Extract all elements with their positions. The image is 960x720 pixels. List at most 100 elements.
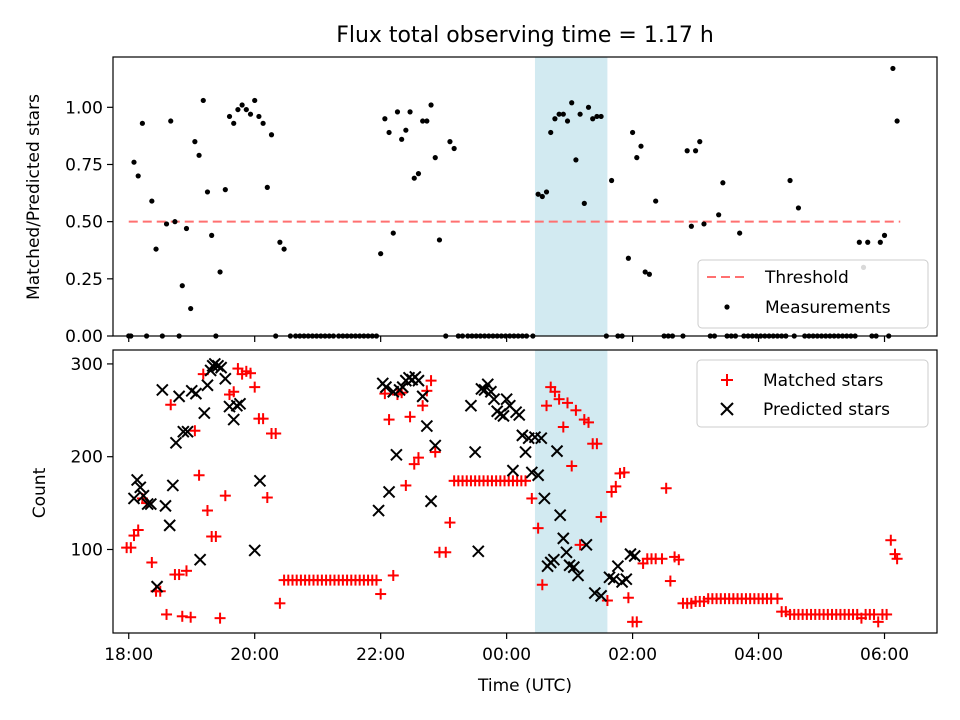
top-y-tick-label: 1.00	[65, 98, 103, 118]
predicted-star-point	[189, 387, 203, 400]
measurement-point	[653, 198, 659, 204]
matched-star-point	[219, 490, 231, 502]
measurement-point	[560, 111, 566, 117]
predicted-star-point	[233, 397, 247, 411]
legend-predicted-label: Predicted stars	[763, 400, 890, 420]
predicted-star-point	[607, 572, 620, 586]
measurement-point	[149, 198, 155, 204]
predicted-star-point	[464, 399, 478, 412]
predicted-star-point	[497, 409, 510, 423]
measurement-point	[716, 212, 722, 218]
matched-star-point	[370, 574, 382, 586]
measurement-point	[411, 175, 417, 181]
measurement-point	[407, 109, 413, 115]
measurement-point	[692, 148, 699, 154]
measurement-point	[268, 132, 275, 138]
matched-star-point	[591, 438, 603, 450]
measurement-point	[720, 180, 726, 186]
matched-star-point	[664, 575, 676, 587]
predicted-star-point	[159, 499, 172, 513]
predicted-star-point	[547, 553, 561, 566]
predicted-star-point	[538, 492, 551, 505]
matched-star-point	[189, 425, 201, 437]
x-tick-label: 18:00	[104, 645, 153, 665]
x-tick-label: 20:00	[230, 645, 279, 665]
predicted-star-point	[500, 392, 513, 406]
measurement-point	[192, 139, 198, 145]
predicted-star-point	[580, 538, 593, 552]
matched-star-point	[383, 414, 395, 426]
measurement-point	[168, 118, 174, 124]
predicted-star-point	[420, 419, 434, 433]
measurement-point	[424, 118, 430, 124]
measurement-point	[183, 225, 190, 232]
top-shaded-region	[534, 57, 608, 336]
measurement-point	[222, 187, 228, 193]
matched-star-point	[274, 597, 286, 609]
matched-star-point	[201, 505, 213, 517]
matched-star-point	[375, 588, 387, 600]
measurement-point	[590, 116, 596, 122]
predicted-star-point	[150, 580, 164, 593]
matched-star-point	[161, 608, 173, 620]
measurement-point	[697, 139, 703, 145]
matched-star-point	[379, 388, 391, 400]
matched-star-point	[541, 400, 553, 412]
matched-star-point	[429, 446, 441, 458]
measurement-point	[598, 113, 604, 120]
matched-star-point	[257, 413, 269, 425]
measurement-point	[428, 102, 434, 108]
measurement-point	[382, 116, 388, 122]
measurement-point	[139, 120, 145, 126]
measurement-point	[420, 118, 426, 124]
matched-stars-points	[121, 363, 903, 628]
matched-star-point	[656, 553, 668, 565]
bottom-y-tick-label: 100	[71, 540, 103, 560]
x-tick-label: 22:00	[356, 645, 405, 665]
predicted-star-point	[181, 425, 194, 438]
predicted-star-point	[219, 372, 232, 385]
matched-star-point	[520, 475, 532, 487]
predicted-star-point	[550, 444, 564, 458]
predicted-star-point	[177, 425, 190, 438]
predicted-star-point	[553, 508, 567, 522]
matched-star-point	[601, 595, 613, 607]
matched-star-point	[132, 524, 144, 536]
matched-star-point	[574, 539, 586, 551]
measurement-point	[629, 129, 636, 136]
measurement-point	[877, 239, 883, 245]
measurement-point	[646, 271, 652, 277]
measurement-point	[688, 223, 694, 229]
predicted-star-point	[141, 497, 154, 511]
measurement-point	[153, 246, 159, 252]
matched-star-point	[526, 492, 538, 504]
predicted-star-point	[594, 589, 608, 603]
matched-star-point	[417, 400, 429, 412]
measurement-point	[131, 159, 137, 165]
top-y-axis-label: Matched/Predicted stars	[24, 94, 44, 300]
predicted-star-point	[487, 392, 501, 406]
top-y-tick-label: 0.00	[65, 327, 103, 347]
measurement-point	[247, 111, 254, 117]
measurement-point	[535, 191, 541, 197]
matched-star-point	[400, 479, 412, 491]
predicted-star-point	[472, 545, 485, 558]
bottom-y-tick-label: 200	[71, 448, 103, 468]
measurement-point	[179, 283, 185, 289]
x-tick-label: 04:00	[734, 645, 783, 665]
predicted-star-point	[253, 474, 267, 488]
predicted-star-point	[513, 408, 526, 422]
matched-star-point	[404, 411, 416, 423]
measurement-point	[163, 221, 170, 227]
predicted-star-point	[248, 544, 261, 557]
predicted-star-point	[169, 436, 183, 449]
matched-star-point	[185, 611, 197, 623]
measurement-point	[556, 111, 562, 117]
measurement-point	[432, 155, 438, 161]
predicted-star-point	[227, 413, 240, 426]
legend-matched-swatch	[721, 374, 733, 386]
matched-star-point	[193, 469, 205, 481]
matched-star-point	[146, 556, 158, 568]
predicted-star-point	[156, 383, 169, 397]
